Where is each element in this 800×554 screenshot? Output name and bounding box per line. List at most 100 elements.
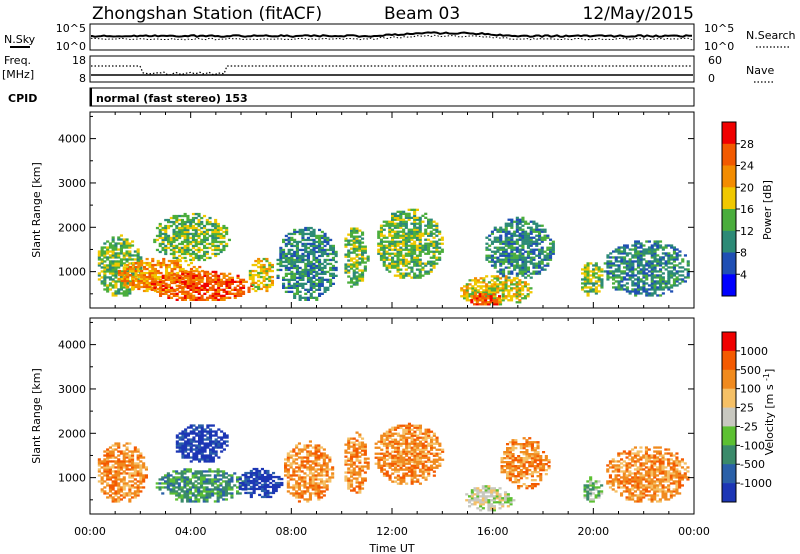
power-cell — [126, 271, 130, 275]
velocity-cell — [100, 480, 104, 483]
power-cell — [636, 260, 640, 263]
power-cell — [159, 294, 163, 297]
velocity-cell — [119, 478, 123, 481]
power-cell — [208, 272, 212, 275]
power-cell — [306, 264, 310, 268]
power-cell — [216, 226, 220, 230]
velocity-cell — [224, 472, 228, 475]
power-cell — [178, 269, 182, 273]
velocity-cell — [133, 446, 137, 449]
velocity-cell — [131, 456, 135, 459]
velocity-cell — [314, 470, 318, 473]
power-cell — [352, 245, 356, 248]
power-cell — [326, 278, 330, 281]
velocity-cell — [192, 430, 196, 433]
power-cell — [219, 242, 223, 246]
power-cell — [108, 272, 112, 275]
power-cell — [358, 241, 362, 244]
power-cell — [393, 222, 397, 225]
velocity-cell — [206, 458, 210, 461]
power-cell — [634, 282, 638, 285]
power-cell — [284, 238, 288, 242]
power-cell — [650, 294, 654, 297]
power-cell — [172, 278, 176, 281]
power-cell — [298, 248, 302, 252]
power-cell — [361, 277, 365, 280]
power-cell — [197, 246, 201, 250]
velocity-cell — [317, 454, 321, 457]
velocity-cell — [100, 466, 104, 469]
power-cell — [407, 208, 411, 211]
power-cell — [262, 275, 266, 279]
power-cell — [634, 292, 638, 295]
velocity-cell — [320, 486, 324, 489]
power-cell — [518, 244, 522, 247]
power-cell — [156, 271, 160, 275]
power-cell — [407, 232, 411, 235]
velocity-cell — [274, 475, 278, 479]
power-cell — [625, 282, 629, 285]
power-cell — [659, 260, 663, 263]
power-cell — [122, 292, 126, 295]
power-cell — [487, 287, 491, 290]
velocity-cell — [164, 482, 168, 485]
power-cell — [631, 268, 635, 271]
power-cell — [385, 268, 389, 271]
power-cell — [214, 294, 218, 297]
velocity-cell — [350, 459, 354, 462]
power-cell — [265, 257, 269, 261]
power-cell — [424, 270, 428, 273]
power-cell — [521, 254, 525, 257]
velocity-cell — [317, 448, 321, 451]
power-cell — [117, 288, 121, 291]
power-cell — [355, 239, 359, 242]
velocity-cell — [374, 442, 378, 445]
power-cell — [194, 248, 198, 252]
velocity-cell — [216, 474, 220, 477]
power-cell — [504, 234, 508, 237]
power-colorbar-tick-label: 12 — [740, 225, 754, 238]
velocity-cell — [114, 474, 118, 477]
power-cell — [581, 272, 585, 275]
power-cell — [295, 288, 299, 291]
power-cell — [432, 244, 436, 247]
power-cell — [529, 226, 533, 229]
velocity-cell — [266, 495, 270, 499]
power-cell — [549, 250, 553, 253]
velocity-cell — [361, 465, 365, 468]
velocity-cell — [206, 456, 210, 459]
power-cell — [111, 294, 115, 297]
power-cell — [222, 290, 226, 293]
power-cell — [521, 266, 525, 269]
velocity-cell — [200, 448, 204, 451]
power-cell — [329, 282, 333, 285]
velocity-cell — [331, 476, 335, 479]
velocity-cell — [202, 494, 206, 497]
velocity-cell — [366, 457, 370, 460]
power-cell — [504, 226, 508, 229]
power-cell — [650, 270, 654, 273]
power-cell — [355, 245, 359, 248]
power-cell — [191, 258, 195, 262]
velocity-cell — [347, 437, 351, 440]
power-cell — [421, 244, 425, 247]
power-cell — [410, 250, 414, 253]
power-cell — [350, 247, 354, 250]
velocity-cell — [284, 466, 288, 469]
power-cell — [438, 246, 442, 249]
velocity-cell — [195, 426, 199, 429]
power-cell — [309, 226, 313, 230]
power-cell — [225, 226, 229, 230]
velocity-cell — [263, 479, 267, 483]
power-cell — [103, 266, 107, 269]
velocity-cell — [355, 491, 359, 494]
power-cell — [159, 290, 163, 293]
velocity-cell — [272, 487, 276, 491]
power-cell — [290, 290, 294, 293]
power-cell — [309, 270, 313, 274]
power-cell — [440, 238, 444, 241]
velocity-cell — [306, 500, 310, 503]
power-cell — [532, 262, 536, 265]
velocity-cell — [249, 469, 253, 473]
velocity-cell — [106, 454, 110, 457]
